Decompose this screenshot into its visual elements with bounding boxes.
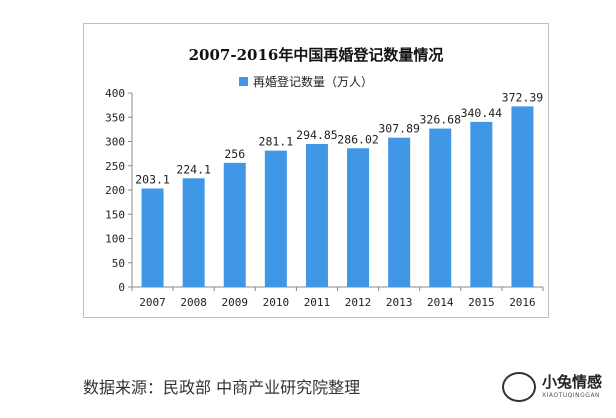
x-tick-label: 2016 — [509, 296, 536, 309]
y-tick-label: 300 — [105, 136, 125, 149]
logo-subtitle: XIAOTUQINGGAN — [542, 392, 601, 399]
chart-frame: 2007-2016年中国再婚登记数量情况 再婚登记数量（万人） 0 50 100 15… — [83, 23, 549, 318]
data-label: 372.39 — [502, 90, 544, 104]
bar — [141, 188, 164, 287]
bar — [347, 148, 370, 287]
data-label: 294.85 — [296, 128, 338, 142]
data-label: 203.1 — [135, 172, 170, 186]
x-tick-label: 2013 — [386, 296, 413, 309]
data-label: 307.89 — [378, 122, 420, 136]
chart-title: 2007-2016年中国再婚登记数量情况 — [188, 46, 444, 64]
data-label: 256 — [224, 147, 245, 161]
y-tick-label: 250 — [105, 160, 125, 173]
y-tick-label: 0 — [118, 281, 125, 294]
rabbit-logo-icon — [502, 372, 536, 402]
data-label: 224.1 — [176, 162, 211, 176]
legend-label: 再婚登记数量（万人） — [253, 75, 374, 89]
y-tick-label: 400 — [105, 87, 125, 100]
y-tick-label: 100 — [105, 233, 125, 246]
logo-name: 小兔情感 — [542, 373, 603, 391]
y-tick-label: 150 — [105, 208, 125, 221]
x-tick-label: 2015 — [468, 296, 495, 309]
bar — [470, 121, 493, 287]
y-tick-label: 350 — [105, 111, 125, 124]
bar — [388, 137, 411, 287]
legend-swatch — [239, 77, 248, 86]
x-tick-label: 2012 — [345, 296, 372, 309]
data-label: 286.02 — [337, 132, 379, 146]
bar — [305, 143, 328, 287]
x-tick-label: 2008 — [180, 296, 207, 309]
x-tick-label: 2010 — [263, 296, 290, 309]
bar — [182, 178, 205, 287]
y-tick-label: 50 — [112, 257, 125, 270]
bar-plot: 0 50 100 150 200 250 300 350 400 203.1 2007 224.1 20… — [105, 87, 544, 309]
x-tick-label: 2007 — [139, 296, 166, 309]
bar — [223, 162, 246, 287]
data-label: 326.68 — [419, 113, 461, 127]
bar — [264, 150, 287, 287]
bar — [511, 106, 534, 288]
bar — [429, 128, 452, 287]
site-logo: 小兔情感 XIAOTUQINGGAN — [502, 372, 602, 402]
x-tick-label: 2009 — [222, 296, 249, 309]
data-label: 281.1 — [259, 135, 294, 149]
x-tick-label: 2011 — [304, 296, 331, 309]
legend: 再婚登记数量（万人） — [239, 73, 373, 90]
source-note: 数据来源：民政部 中商产业研究院整理 — [83, 378, 361, 397]
y-tick-label: 200 — [105, 184, 125, 197]
data-label: 340.44 — [461, 106, 503, 120]
x-tick-label: 2014 — [427, 296, 454, 309]
